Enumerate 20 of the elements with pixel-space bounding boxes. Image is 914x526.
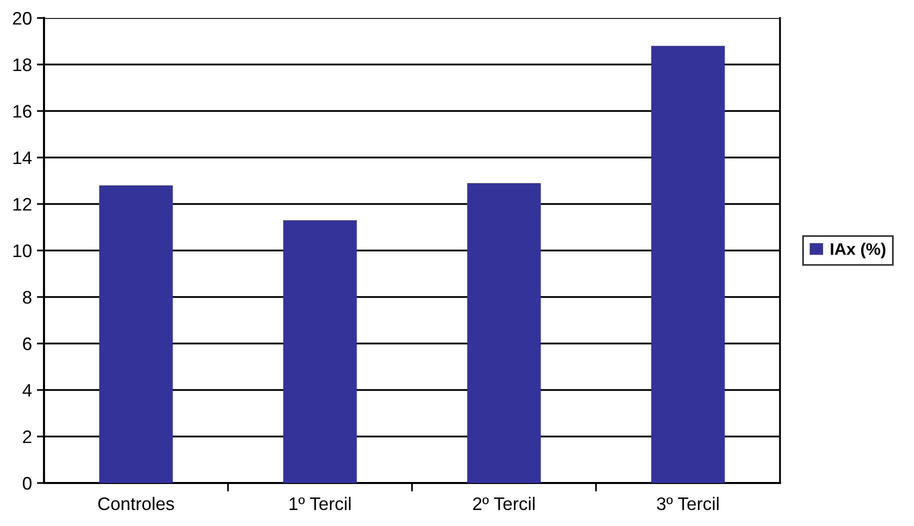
y-tick-label: 10 xyxy=(13,244,32,258)
bar xyxy=(467,183,541,483)
x-tick-label: 1º Tercil xyxy=(290,496,351,510)
bar xyxy=(651,46,725,483)
legend-label: IAx (%) xyxy=(830,242,886,258)
y-tick-label: 0 xyxy=(22,476,32,490)
y-tick-label: 18 xyxy=(13,58,32,72)
y-tick-label: 6 xyxy=(23,337,32,350)
y-tick-label: 2 xyxy=(23,430,32,444)
bar xyxy=(99,185,173,483)
y-tick-label: 4 xyxy=(22,384,32,397)
y-tick-label: 12 xyxy=(13,198,32,211)
bar xyxy=(283,220,357,483)
x-tick-label: 2º Tercil xyxy=(473,496,535,510)
y-tick-label: 16 xyxy=(13,104,32,118)
y-tick-label: 20 xyxy=(13,12,32,25)
y-tick-label: 8 xyxy=(22,290,32,304)
y-tick-label: 14 xyxy=(13,152,32,164)
x-tick-label: 3º Tercil xyxy=(656,496,719,510)
x-tick-label: Controles xyxy=(98,496,174,510)
